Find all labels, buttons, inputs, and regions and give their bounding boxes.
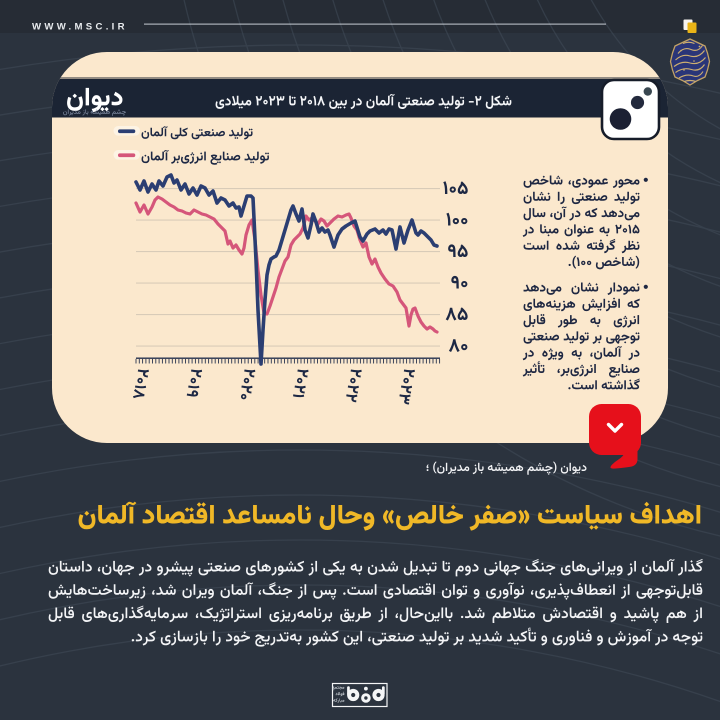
svg-text:WWW.MSC.IR: WWW.MSC.IR [32, 22, 128, 33]
